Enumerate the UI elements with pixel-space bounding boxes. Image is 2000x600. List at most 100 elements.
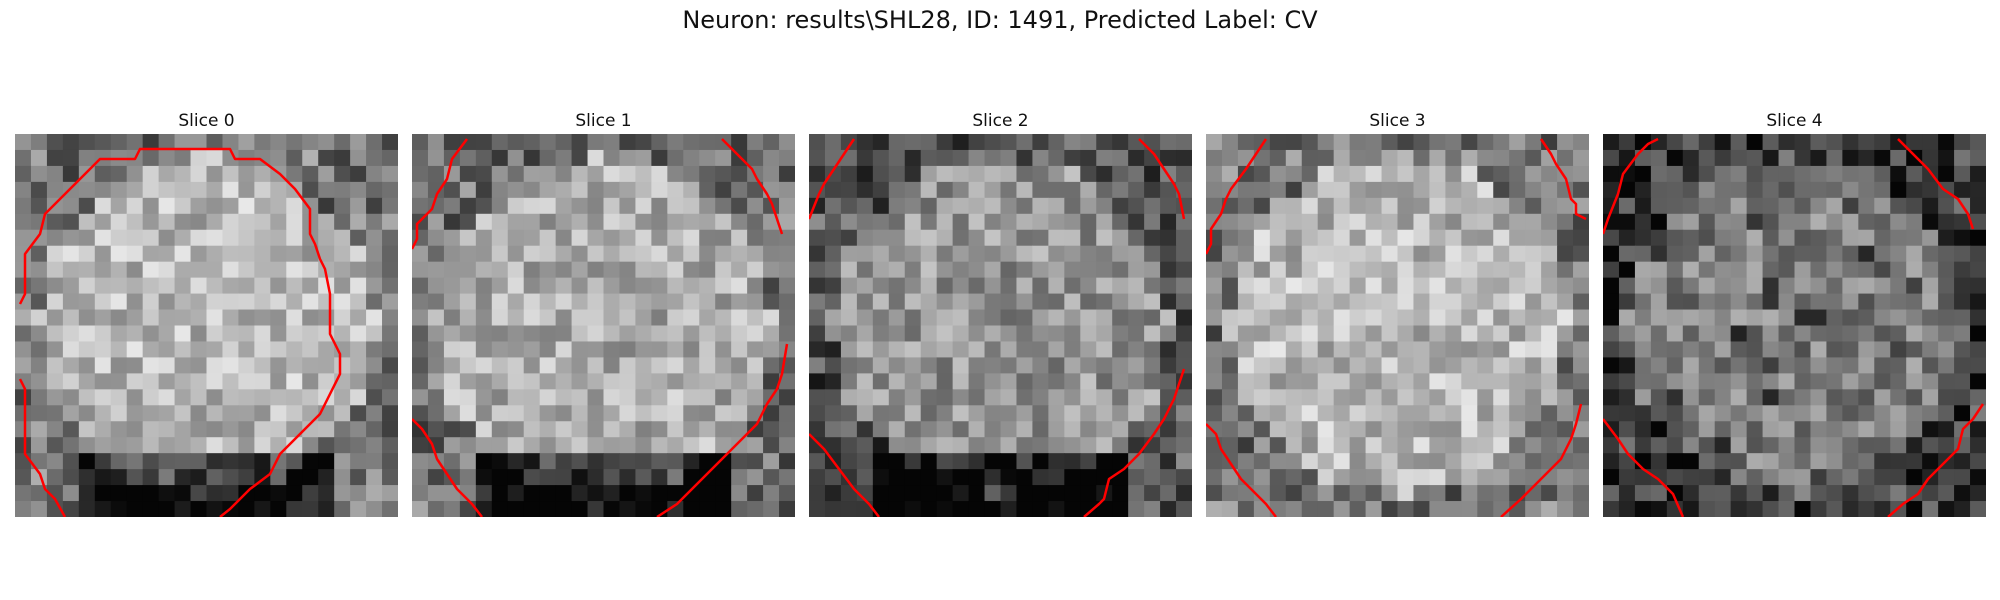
- image-pixel: [1048, 357, 1065, 374]
- image-pixel: [888, 437, 906, 454]
- image-pixel: [1890, 213, 1907, 231]
- image-pixel: [1493, 261, 1510, 279]
- image-pixel: [571, 229, 589, 247]
- image-pixel: [443, 341, 461, 358]
- image-pixel: [667, 165, 684, 183]
- image-pixel: [238, 389, 255, 406]
- image-pixel: [15, 277, 32, 295]
- image-pixel: [1794, 261, 1811, 279]
- image-pixel: [1080, 245, 1097, 263]
- slice-panel-2: Slice 2: [809, 109, 1192, 517]
- image-pixel: [174, 245, 192, 263]
- image-pixel: [667, 469, 684, 486]
- image-pixel: [731, 389, 748, 406]
- image-pixel: [1016, 165, 1033, 183]
- image-pixel: [1842, 149, 1859, 167]
- image-pixel: [840, 309, 858, 326]
- image-pixel: [1493, 293, 1510, 311]
- image-pixel: [1842, 501, 1859, 517]
- image-pixel: [1778, 293, 1795, 311]
- image-pixel: [1237, 293, 1255, 311]
- image-pixel: [1080, 229, 1097, 247]
- image-pixel: [715, 357, 732, 374]
- image-pixel: [254, 229, 271, 247]
- image-pixel: [1778, 261, 1795, 279]
- image-pixel: [1237, 341, 1255, 358]
- image-pixel: [1970, 357, 1986, 374]
- image-pixel: [1603, 357, 1620, 374]
- image-pixel: [1206, 501, 1223, 517]
- image-pixel: [238, 373, 255, 390]
- image-pixel: [1461, 469, 1478, 486]
- image-pixel: [1413, 261, 1430, 279]
- image-pixel: [1112, 421, 1129, 438]
- image-pixel: [824, 309, 842, 326]
- image-pixel: [1573, 357, 1589, 374]
- image-pixel: [1858, 165, 1875, 183]
- image-pixel: [984, 341, 1001, 358]
- image-pixel: [475, 341, 493, 358]
- image-pixel: [1698, 245, 1716, 263]
- image-pixel: [382, 453, 398, 470]
- image-pixel: [683, 245, 700, 263]
- image-pixel: [1333, 245, 1351, 263]
- image-pixel: [1269, 165, 1287, 183]
- image-pixel: [1714, 165, 1732, 183]
- image-pixel: [382, 134, 398, 151]
- image-pixel: [1144, 293, 1161, 311]
- image-pixel: [1000, 389, 1017, 406]
- image-pixel: [174, 501, 192, 517]
- image-pixel: [809, 341, 826, 358]
- image-pixel: [1237, 389, 1255, 406]
- image-pixel: [747, 485, 764, 502]
- image-pixel: [1253, 309, 1271, 326]
- image-pixel: [920, 261, 938, 279]
- image-pixel: [1634, 245, 1652, 263]
- image-pixel: [1746, 421, 1764, 438]
- image-pixel: [571, 501, 589, 517]
- image-pixel: [1477, 165, 1494, 183]
- image-pixel: [1493, 309, 1510, 326]
- image-pixel: [1128, 357, 1145, 374]
- image-pixel: [1634, 405, 1652, 422]
- image-pixel: [1666, 245, 1684, 263]
- image-pixel: [1301, 325, 1319, 342]
- image-pixel: [587, 373, 604, 390]
- image-pixel: [1048, 453, 1065, 470]
- image-pixel: [142, 293, 160, 311]
- image-pixel: [888, 453, 906, 470]
- image-pixel: [1429, 341, 1446, 358]
- image-pixel: [1698, 134, 1716, 151]
- image-pixel: [1714, 293, 1732, 311]
- image-pixel: [1730, 437, 1748, 454]
- image-pixel: [459, 357, 477, 374]
- image-pixel: [206, 213, 223, 231]
- image-pixel: [110, 469, 128, 486]
- image-pixel: [1000, 437, 1017, 454]
- image-pixel: [635, 485, 652, 502]
- image-pixel: [936, 149, 954, 167]
- image-pixel: [254, 325, 271, 342]
- image-pixel: [683, 197, 700, 215]
- image-pixel: [1922, 293, 1939, 311]
- image-pixel: [603, 373, 620, 390]
- image-pixel: [1938, 134, 1955, 151]
- image-pixel: [1842, 485, 1859, 502]
- image-pixel: [206, 485, 223, 502]
- image-pixel: [443, 181, 461, 199]
- image-pixel: [30, 197, 48, 215]
- image-pixel: [126, 437, 144, 454]
- image-pixel: [1970, 229, 1986, 247]
- image-pixel: [1397, 501, 1414, 517]
- image-pixel: [523, 453, 541, 470]
- image-pixel: [1970, 309, 1986, 326]
- image-pixel: [1461, 421, 1478, 438]
- image-pixel: [952, 421, 970, 438]
- image-pixel: [699, 341, 716, 358]
- image-pixel: [1237, 245, 1255, 263]
- image-pixel: [190, 373, 207, 390]
- image-pixel: [1541, 293, 1558, 311]
- image-pixel: [62, 485, 80, 502]
- image-pixel: [920, 341, 938, 358]
- image-pixel: [731, 453, 748, 470]
